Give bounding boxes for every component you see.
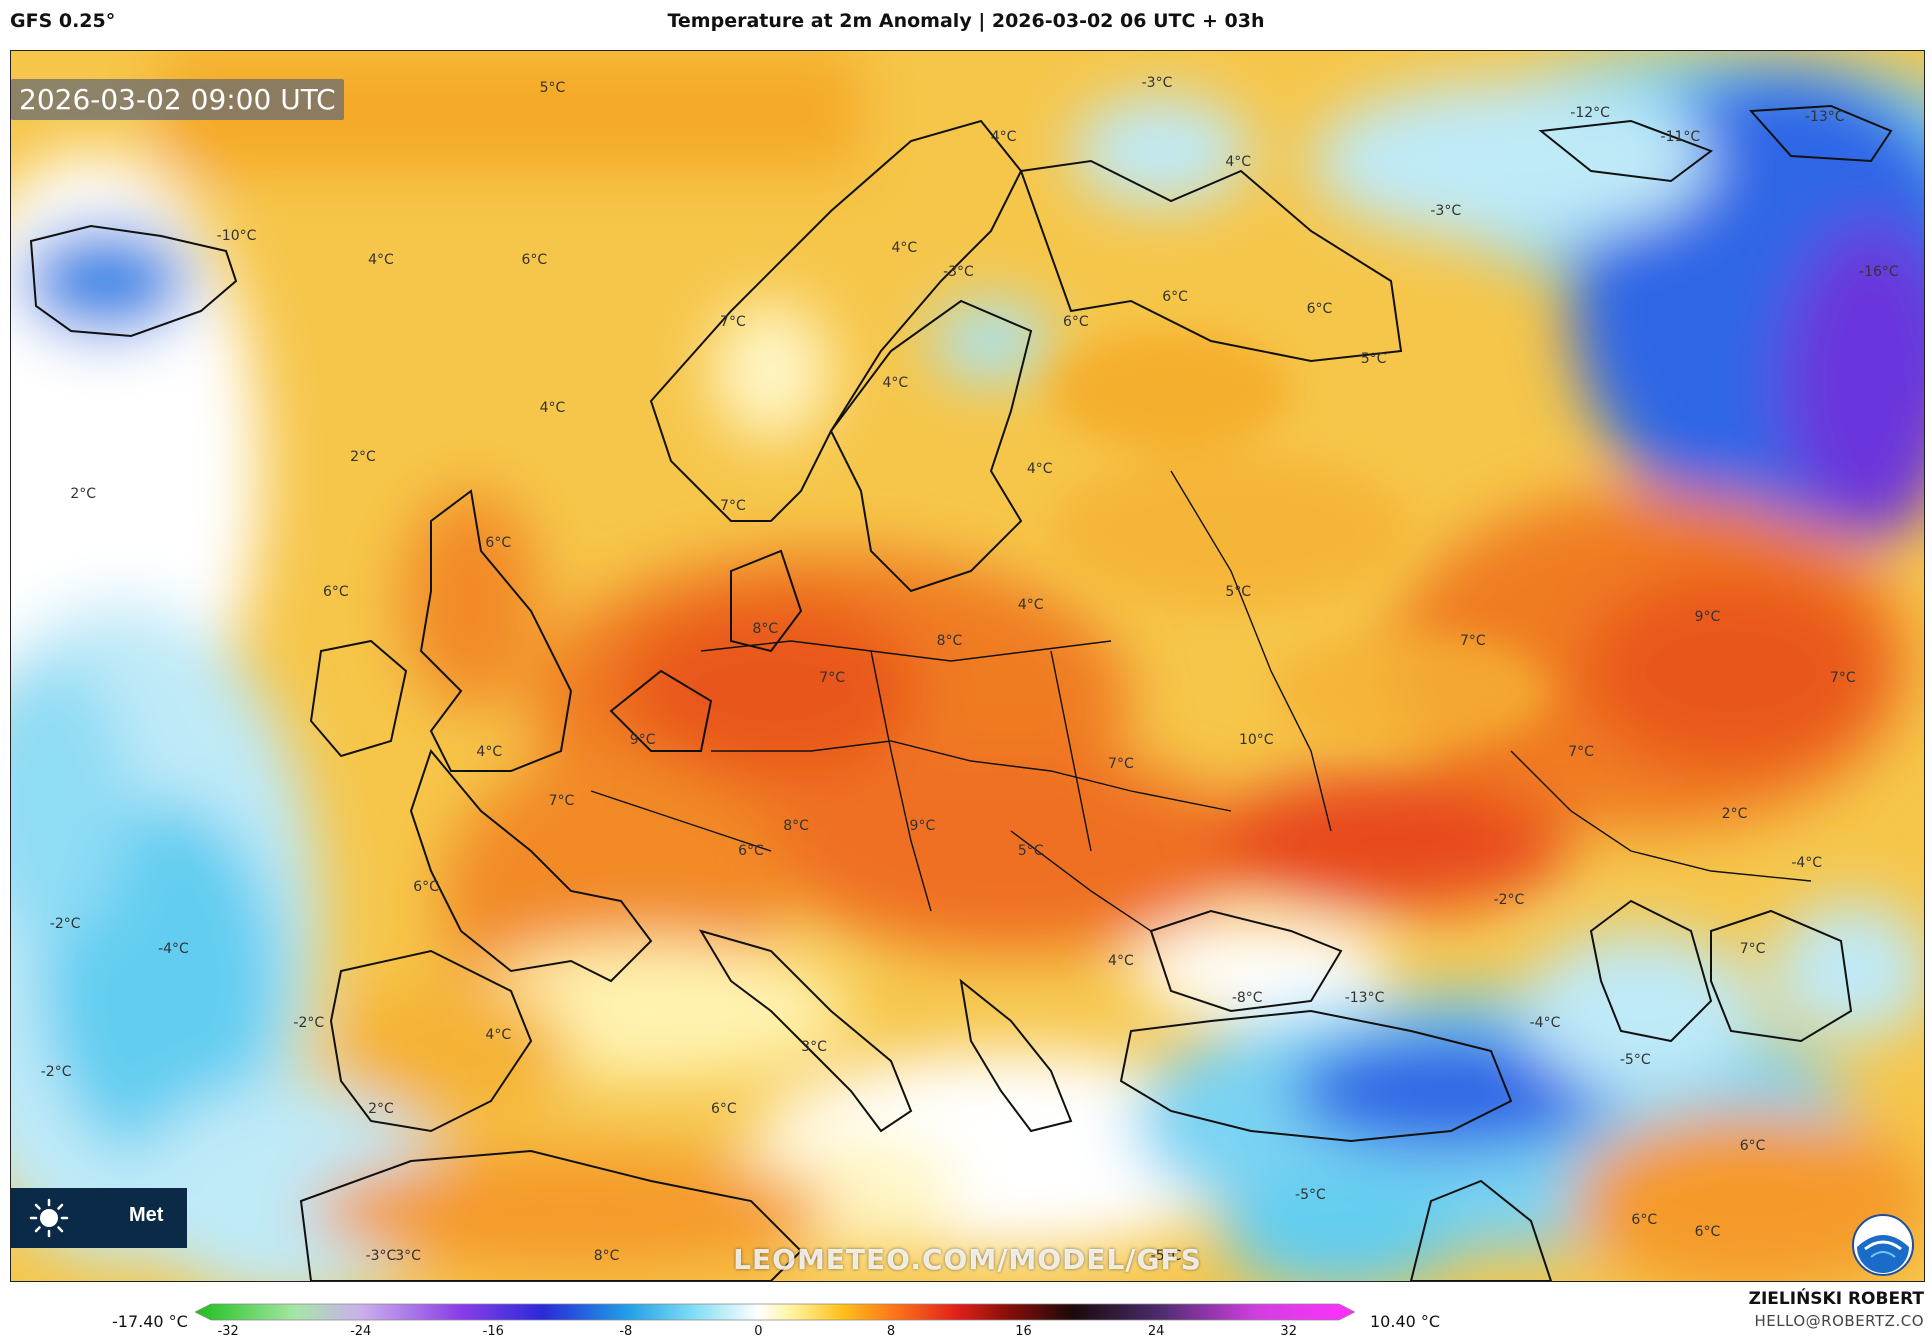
country-borders <box>590 470 1812 932</box>
temperature-label: -2°C <box>293 1014 325 1031</box>
temperature-label: 4°C <box>1026 461 1053 478</box>
temperature-label: 4°C <box>1108 953 1134 970</box>
temperature-label: 3°C <box>395 1248 421 1265</box>
temperature-label: -10°C <box>216 227 257 244</box>
map-title: Temperature at 2m Anomaly | 2026-03-02 0… <box>667 10 1265 32</box>
temperature-label: 5°C <box>1225 584 1252 601</box>
temperature-label: 4°C <box>1225 153 1252 170</box>
temperature-label: -3°C <box>1430 202 1462 219</box>
colorbar-gradient <box>195 1303 1355 1321</box>
temperature-label: 4°C <box>485 1027 512 1043</box>
temperature-label: 6°C <box>711 1100 737 1117</box>
temperature-label: 2°C <box>70 485 97 502</box>
temperature-label: -4°C <box>158 940 189 957</box>
colorbar-tick: 32 <box>1280 1324 1297 1339</box>
meteo-logo-text: Met <box>129 1204 164 1226</box>
temperature-label: -13°C <box>1804 109 1845 126</box>
temperature-label: 4°C <box>990 129 1017 146</box>
colorbar: -17.40 °C -32 -24 -16 -8 0 8 16 24 32 10.40 °C <box>0 1290 1932 1339</box>
temperature-label: 7°C <box>819 670 845 687</box>
temperature-label: 6°C <box>738 842 764 859</box>
temperature-label: -8°C <box>1231 990 1263 1007</box>
colorbar-tick: 0 <box>754 1324 763 1339</box>
temperature-label: -2°C <box>40 1063 72 1080</box>
map-panel[interactable]: 2026-03-02 09:00 UTC 5°C -3°C -12°C -11°C -1… <box>10 50 1925 1282</box>
temperature-label: 4°C <box>1017 596 1044 613</box>
colorbar-min-label: -17.40 °C <box>112 1312 188 1331</box>
temperature-label: -3°C <box>1141 74 1173 91</box>
temperature-label: 8°C <box>752 621 779 638</box>
temperature-label: 9°C <box>909 817 936 834</box>
temperature-label: 8°C <box>593 1248 620 1265</box>
temperature-label: -2°C <box>49 916 81 933</box>
temperature-label: 7°C <box>1108 756 1134 773</box>
colorbar-tick: -16 <box>482 1324 504 1339</box>
noaa-logo <box>1852 1214 1914 1276</box>
temperature-label: 2°C <box>368 1100 394 1117</box>
temperature-label: -4°C <box>1529 1014 1561 1031</box>
temperature-label: 5°C <box>539 79 566 96</box>
temperature-label: 2°C <box>350 448 376 465</box>
temperature-label: 3°C <box>801 1039 827 1056</box>
source-watermark: LEOMETEO.COM/MODEL/GFS <box>733 1243 1202 1276</box>
temperature-label: 6°C <box>1162 289 1188 305</box>
temperature-label: 7°C <box>1459 633 1486 650</box>
temperature-label: -5°C <box>1295 1186 1326 1203</box>
temperature-label: -13°C <box>1344 990 1385 1007</box>
temperature-label: 6°C <box>1306 301 1333 318</box>
temperature-label: -2°C <box>1493 891 1525 908</box>
temperature-label: -3°C <box>943 264 974 281</box>
colorbar-tick: -8 <box>619 1324 633 1339</box>
temperature-label: 7°C <box>720 498 746 515</box>
temperature-label: 7°C <box>548 793 575 810</box>
temperature-label: 4°C <box>882 375 909 392</box>
temperature-label: -5°C <box>1150 1248 1182 1265</box>
model-label: GFS 0.25° <box>10 10 116 32</box>
meteo-logo[interactable]: Met <box>11 1188 187 1248</box>
temperature-label: 2°C <box>1721 805 1748 822</box>
colorbar-tick: 8 <box>886 1324 896 1339</box>
temperature-label: 6°C <box>485 535 512 551</box>
temperature-label: 10°C <box>1238 731 1274 748</box>
temperature-label: 7°C <box>1829 670 1856 687</box>
coastlines <box>29 104 1893 1281</box>
temperature-label: 6°C <box>1062 313 1089 330</box>
temperature-anomaly-field <box>11 51 1924 1281</box>
temperature-label: 8°C <box>783 817 809 834</box>
temperature-label: 5°C <box>1360 350 1387 367</box>
temperature-label: -3°C <box>365 1248 397 1265</box>
colorbar-tick: -24 <box>350 1324 372 1339</box>
sun-icon <box>29 1198 69 1238</box>
colorbar-max-label: 10.40 °C <box>1370 1312 1441 1331</box>
temperature-label: 6°C <box>1694 1223 1721 1240</box>
temperature-label: 5°C <box>1017 842 1044 859</box>
colorbar-tick: -32 <box>217 1324 239 1339</box>
temperature-label: -11°C <box>1660 129 1701 146</box>
temperature-label: -4°C <box>1791 854 1823 871</box>
colorbar-tick: 16 <box>1015 1324 1032 1339</box>
valid-time-badge: 2026-03-02 09:00 UTC <box>11 79 344 120</box>
temperature-label: -5°C <box>1619 1051 1651 1068</box>
temperature-label: 6°C <box>521 252 548 269</box>
temperature-label: -16°C <box>1859 264 1899 281</box>
temperature-label: 6°C <box>413 879 439 896</box>
temperature-label: 4°C <box>891 239 918 256</box>
temperature-label: 4°C <box>476 744 503 761</box>
temperature-label: 6°C <box>323 584 349 601</box>
temperature-label: 7°C <box>1739 940 1766 957</box>
temperature-label: 7°C <box>1568 744 1594 761</box>
temperature-label: 4°C <box>368 252 394 269</box>
temperature-label: -12°C <box>1570 104 1610 121</box>
temperature-label: 4°C <box>539 399 566 416</box>
temperature-label: 7°C <box>720 313 746 330</box>
temperature-label: 6°C <box>1631 1211 1658 1228</box>
author-email[interactable]: HELLO@ROBERTZ.CO <box>1754 1312 1924 1330</box>
colorbar-tick: 24 <box>1147 1324 1165 1339</box>
temperature-label: 9°C <box>1694 608 1721 625</box>
author-name: ZIELIŃSKI ROBERT <box>1748 1289 1924 1309</box>
temperature-label: 9°C <box>629 731 656 748</box>
temperature-label: 6°C <box>1739 1137 1766 1154</box>
temperature-label: 8°C <box>936 633 963 650</box>
